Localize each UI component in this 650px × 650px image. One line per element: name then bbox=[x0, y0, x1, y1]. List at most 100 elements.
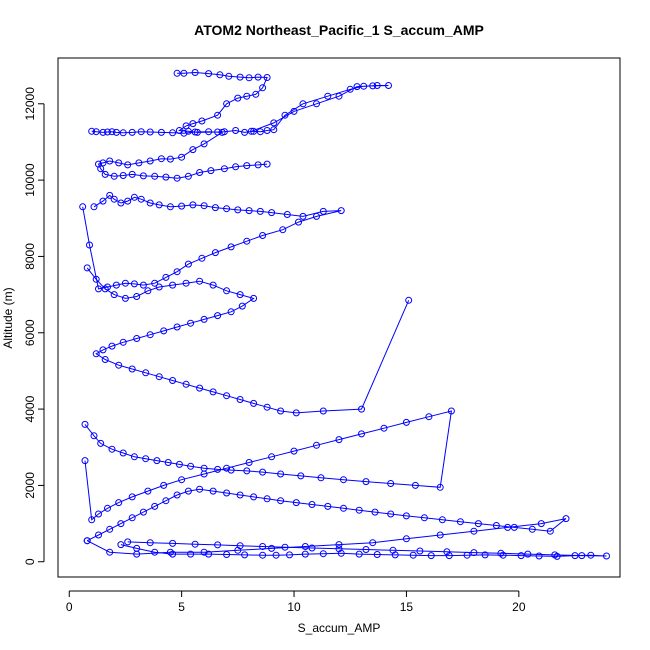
data-point bbox=[187, 319, 195, 327]
data-point bbox=[362, 478, 370, 486]
data-point bbox=[250, 127, 258, 135]
data-point bbox=[117, 199, 125, 207]
data-point bbox=[232, 127, 240, 134]
data-point bbox=[373, 82, 381, 89]
y-tick-label: 8000 bbox=[23, 243, 37, 270]
data-point bbox=[196, 169, 204, 176]
data-series-6 bbox=[83, 485, 570, 558]
data-point bbox=[184, 127, 192, 135]
data-point bbox=[218, 128, 226, 136]
data-point bbox=[117, 541, 125, 549]
data-point bbox=[130, 453, 138, 461]
data-series-5 bbox=[81, 407, 455, 524]
data-point bbox=[436, 483, 444, 491]
data-point bbox=[124, 197, 132, 205]
data-point bbox=[286, 551, 293, 559]
data-point bbox=[243, 92, 251, 100]
data-point bbox=[146, 539, 154, 547]
data-point bbox=[200, 548, 208, 556]
data-point bbox=[405, 296, 413, 304]
data-point bbox=[173, 323, 181, 331]
data-point bbox=[160, 327, 168, 335]
data-point bbox=[184, 172, 192, 180]
data-point bbox=[319, 407, 327, 415]
data-point bbox=[243, 162, 251, 170]
data-point bbox=[128, 170, 136, 178]
data-point bbox=[223, 100, 231, 108]
data-point bbox=[301, 550, 309, 558]
data-point bbox=[211, 204, 219, 212]
data-series-4 bbox=[83, 264, 413, 417]
data-point bbox=[268, 544, 276, 552]
data-point bbox=[227, 243, 235, 251]
data-point bbox=[335, 92, 343, 100]
data-point bbox=[236, 396, 244, 403]
data-point bbox=[537, 520, 545, 528]
data-point bbox=[128, 493, 136, 501]
data-point bbox=[135, 159, 143, 167]
data-point bbox=[115, 159, 123, 167]
data-point bbox=[166, 155, 174, 163]
data-point bbox=[160, 481, 168, 489]
x-tick-label: 20 bbox=[512, 600, 526, 614]
data-point bbox=[205, 70, 213, 78]
data-point bbox=[223, 287, 231, 295]
data-point bbox=[184, 487, 192, 495]
data-point bbox=[369, 539, 377, 547]
x-axis: 0 5 10 15 20 bbox=[66, 590, 526, 614]
data-point bbox=[445, 552, 453, 560]
data-point bbox=[214, 111, 222, 119]
data-point bbox=[146, 331, 154, 339]
data-point bbox=[128, 128, 136, 136]
data-point bbox=[173, 174, 181, 182]
data-point bbox=[128, 365, 136, 373]
data-point bbox=[79, 203, 87, 211]
data-point bbox=[238, 302, 246, 310]
data-point bbox=[178, 476, 186, 484]
data-point bbox=[252, 90, 260, 98]
data-point bbox=[157, 155, 165, 163]
data-point bbox=[438, 516, 446, 524]
data-point bbox=[97, 439, 105, 447]
data-point bbox=[270, 126, 278, 134]
data-point bbox=[371, 508, 379, 516]
data-point bbox=[517, 552, 525, 560]
data-point bbox=[162, 273, 170, 281]
data-point bbox=[259, 543, 267, 550]
data-point bbox=[112, 128, 120, 136]
data-point bbox=[133, 293, 141, 300]
data-point bbox=[528, 525, 536, 533]
data-point bbox=[297, 472, 305, 480]
data-point bbox=[481, 551, 489, 559]
data-point bbox=[447, 407, 455, 415]
data-point bbox=[263, 160, 271, 168]
data-point bbox=[119, 338, 127, 346]
data-point bbox=[137, 195, 145, 203]
data-point bbox=[245, 74, 253, 82]
data-point bbox=[427, 552, 435, 560]
data-point bbox=[99, 197, 107, 205]
data-series-7 bbox=[117, 538, 610, 560]
data-point bbox=[153, 457, 161, 465]
data-point bbox=[139, 281, 147, 289]
data-point bbox=[157, 128, 165, 136]
data-point bbox=[337, 207, 345, 215]
data-point bbox=[308, 501, 316, 508]
data-point bbox=[146, 199, 154, 207]
data-point bbox=[155, 373, 163, 381]
data-point bbox=[499, 551, 507, 559]
data-point bbox=[97, 165, 105, 173]
data-point bbox=[128, 514, 136, 522]
data-point bbox=[220, 165, 228, 173]
data-point bbox=[268, 209, 276, 217]
data-point bbox=[142, 455, 150, 463]
data-point bbox=[196, 277, 204, 285]
data-point bbox=[551, 551, 559, 559]
data-point bbox=[200, 470, 208, 478]
data-point bbox=[139, 508, 147, 516]
data-point bbox=[115, 361, 123, 369]
data-point bbox=[290, 107, 298, 115]
data-point bbox=[198, 254, 206, 262]
data-point bbox=[402, 535, 410, 543]
